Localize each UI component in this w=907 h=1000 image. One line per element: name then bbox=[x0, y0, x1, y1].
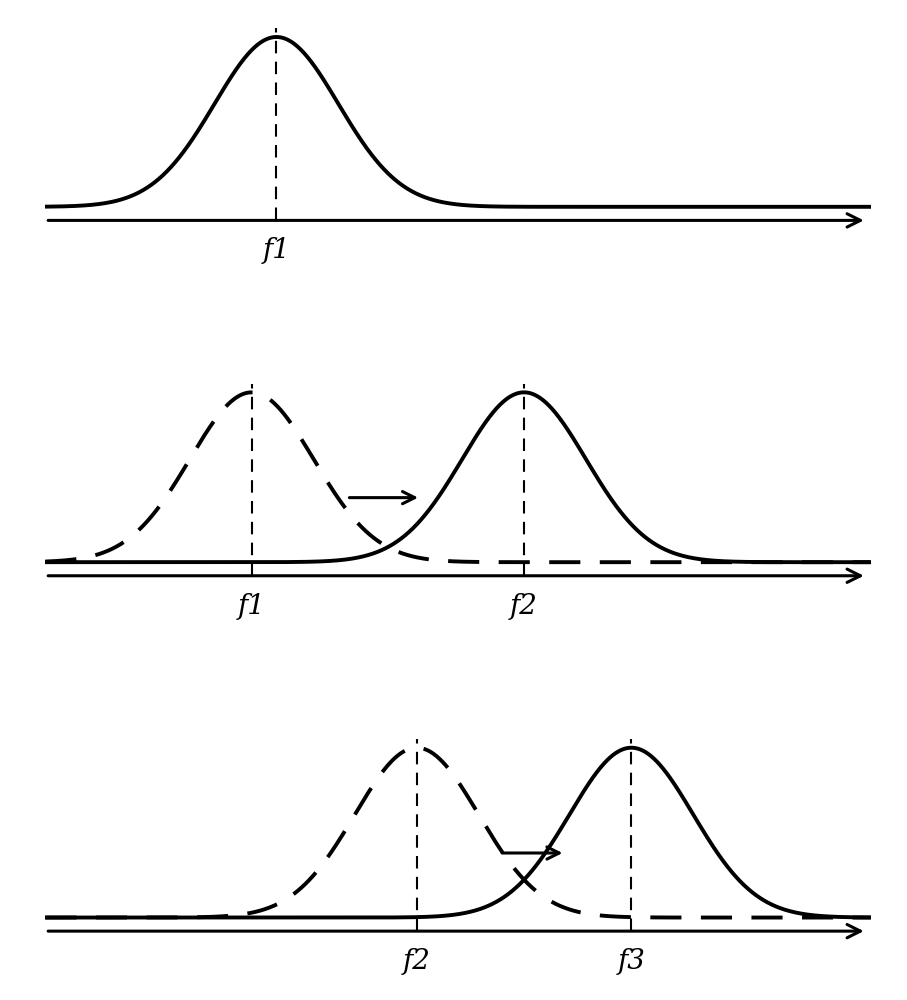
Text: f1: f1 bbox=[238, 593, 266, 620]
Text: f3: f3 bbox=[618, 948, 645, 975]
Text: f2: f2 bbox=[403, 948, 431, 975]
Text: f1: f1 bbox=[262, 237, 290, 264]
Text: f2: f2 bbox=[510, 593, 538, 620]
